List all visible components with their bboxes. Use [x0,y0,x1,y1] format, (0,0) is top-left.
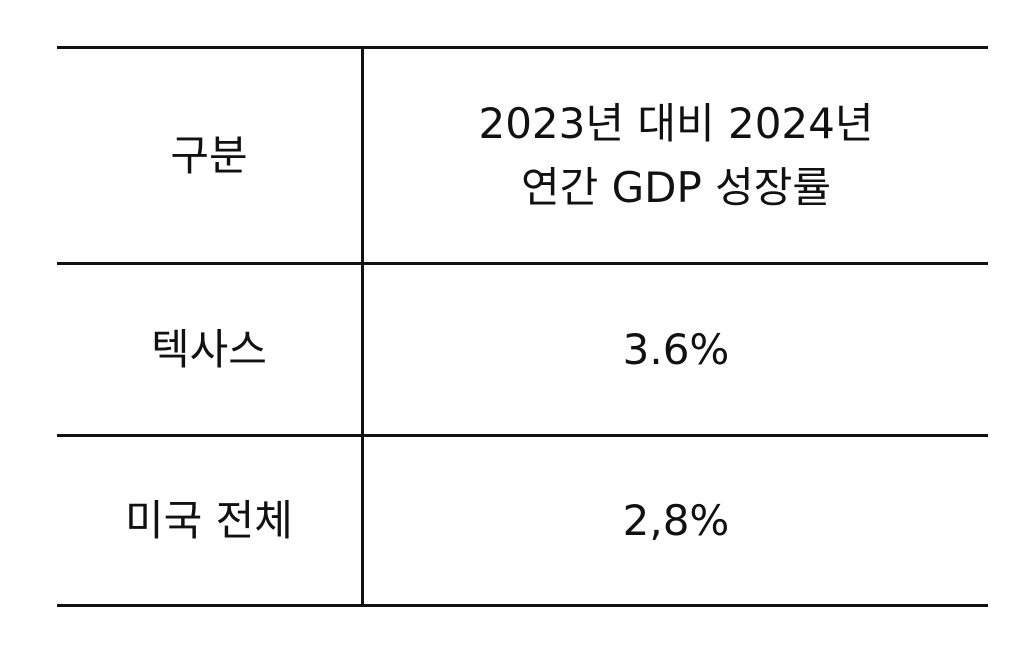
row-label: 미국 전체 [57,437,361,604]
cell-text: 미국 전체 [125,495,293,545]
header-text: 구분 [170,130,248,180]
rule [57,604,988,607]
rule [57,434,988,437]
header-text: 연간 GDP 성장률 [520,162,832,212]
rule [57,262,988,265]
header-text: 2023년 대비 2024년 [478,98,874,148]
cell-text: 텍사스 [151,324,267,374]
cell-text: 3.6% [622,324,730,374]
row-label: 텍사스 [57,265,361,434]
rule [57,46,988,49]
row-value: 3.6% [364,265,988,434]
header-cell: 2023년 대비 2024년 연간 GDP 성장률 [364,49,988,262]
row-value: 2,8% [364,437,988,604]
header-cell: 구분 [57,49,361,262]
column-divider [361,47,364,607]
cell-text: 2,8% [622,495,730,545]
